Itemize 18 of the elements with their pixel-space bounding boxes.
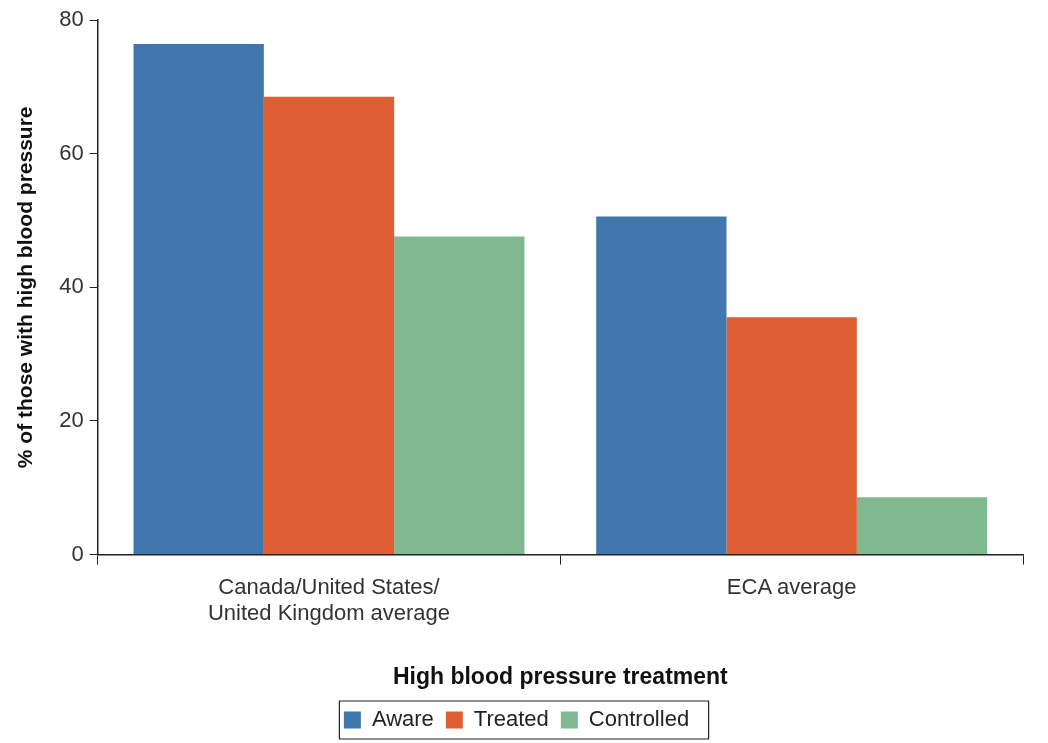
y-tick-label: 60 (59, 139, 84, 165)
bar (263, 96, 395, 555)
y-tick-label: 0 (71, 540, 84, 566)
bar (856, 497, 988, 555)
bar (726, 317, 857, 555)
x-axis-title: High blood pressure treatment (392, 662, 729, 689)
y-tick-label: 20 (59, 407, 84, 433)
y-tick-label: 40 (59, 273, 84, 299)
x-tick-label: ECA average (726, 573, 857, 599)
y-axis-title: % of those with high blood pressure (13, 106, 37, 469)
bar (133, 44, 264, 555)
y-tick-label: 80 (59, 6, 84, 32)
x-tick-label: Canada/United States/ United Kingdom average (207, 573, 451, 626)
legend-label: Controlled (588, 706, 690, 732)
bar (596, 216, 727, 555)
bar (394, 236, 525, 555)
legend-label: Aware (371, 706, 434, 732)
legend-label: Treated (473, 706, 549, 732)
